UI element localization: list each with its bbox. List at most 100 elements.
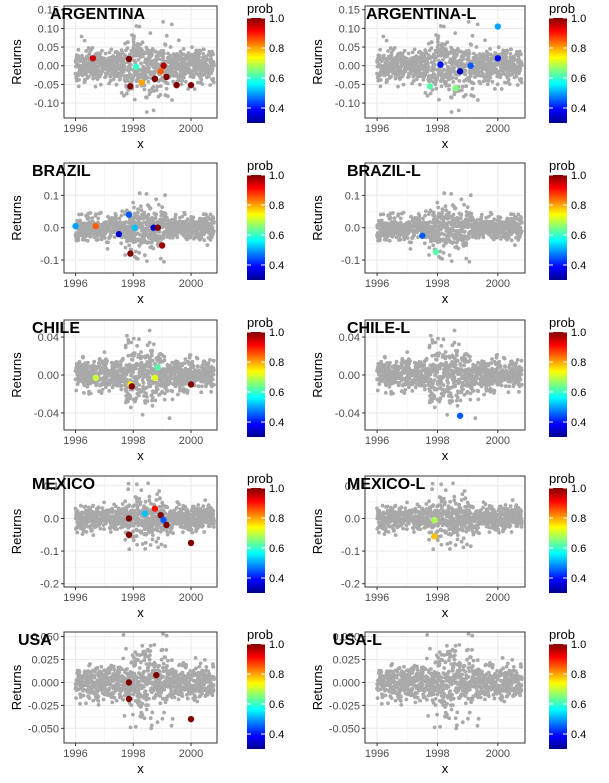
return-point: [208, 358, 212, 362]
return-point: [137, 337, 141, 341]
return-point: [452, 66, 456, 70]
return-point: [394, 77, 398, 81]
x-tick-label: 1998: [121, 278, 145, 290]
return-point: [427, 65, 431, 69]
colorbar-legend: prob1.00.80.60.4: [549, 158, 586, 280]
return-point: [455, 53, 459, 57]
return-point: [407, 52, 411, 56]
highlight-point: [72, 223, 78, 229]
highlight-point: [159, 242, 165, 248]
x-tick-label: 1996: [63, 123, 87, 135]
return-point: [493, 87, 497, 91]
colorbar-legend: prob1.00.80.60.4: [549, 1, 586, 123]
return-point: [156, 85, 160, 89]
return-point: [89, 392, 93, 396]
return-point: [445, 241, 449, 245]
legend-label: 0.6: [269, 387, 284, 399]
return-point: [151, 247, 155, 251]
return-point: [395, 360, 399, 364]
y-tick-label: -0.10: [34, 98, 59, 110]
return-point: [403, 49, 407, 53]
highlight-point: [433, 249, 439, 255]
return-point: [106, 241, 110, 245]
outlier-point: [132, 206, 136, 210]
return-point: [120, 384, 124, 388]
return-point: [145, 395, 149, 399]
return-point: [479, 216, 483, 220]
return-point: [500, 87, 504, 91]
return-point: [156, 57, 160, 61]
outlier-point: [138, 191, 142, 195]
return-point: [451, 80, 455, 84]
return-point: [212, 221, 216, 225]
return-point: [488, 76, 492, 80]
return-point: [104, 52, 108, 56]
return-point: [385, 39, 389, 43]
return-point: [399, 217, 403, 221]
legend-label: 0.4: [269, 260, 284, 272]
return-point: [384, 383, 388, 387]
panel-chile: -0.040.000.041996 1998 2000xReturnsCHILE pr…: [9, 315, 284, 463]
outlier-point: [452, 204, 456, 208]
return-point: [165, 87, 169, 91]
y-tick-label: 0.1: [44, 190, 59, 202]
return-point: [157, 203, 161, 207]
return-point: [120, 214, 124, 218]
return-point: [100, 49, 104, 53]
return-point: [413, 48, 417, 52]
return-point: [169, 45, 173, 49]
highlight-point: [127, 250, 133, 256]
return-point: [457, 247, 461, 251]
return-point: [379, 85, 383, 89]
colorbar-legend: prob1.00.80.60.4: [247, 315, 284, 437]
return-point: [207, 361, 211, 365]
y-tick-label: -0.1: [40, 255, 59, 267]
outlier-point: [168, 416, 172, 420]
return-point: [507, 78, 511, 82]
return-point: [209, 390, 213, 394]
return-point: [162, 355, 166, 359]
x-tick-label: 2000: [179, 123, 203, 135]
return-point: [139, 62, 143, 66]
return-point: [432, 73, 436, 77]
x-axis-title: x: [137, 448, 144, 463]
return-point: [510, 238, 514, 242]
y-axis-title: Returns: [310, 195, 325, 241]
return-point: [192, 216, 196, 220]
return-point: [200, 78, 204, 82]
return-point: [431, 243, 435, 247]
y-tick-label: 0.1: [345, 190, 360, 202]
return-point: [519, 77, 523, 81]
return-point: [461, 85, 465, 89]
return-point: [393, 46, 397, 50]
return-point: [137, 383, 141, 387]
y-tick-label: -0.10: [335, 98, 360, 110]
panel-title: BRAZIL: [32, 163, 91, 180]
y-tick-label: -0.04: [34, 408, 59, 420]
return-point: [80, 212, 84, 216]
highlight-point: [467, 63, 473, 69]
colorbar: [247, 18, 265, 123]
return-point: [499, 216, 503, 220]
return-point: [468, 52, 472, 56]
legend-label: 0.8: [269, 43, 284, 55]
outlier-point: [147, 204, 151, 208]
return-point: [100, 391, 104, 395]
return-point: [429, 92, 433, 96]
outlier-point: [440, 257, 444, 261]
outlier-point: [469, 93, 473, 97]
return-point: [150, 53, 154, 57]
return-point: [432, 211, 436, 215]
outlier-point: [131, 201, 135, 205]
return-point: [211, 67, 215, 71]
return-point: [99, 211, 103, 215]
return-point: [459, 212, 463, 216]
return-point: [173, 216, 177, 220]
return-point: [490, 212, 494, 216]
return-point: [101, 388, 105, 392]
outlier-point: [450, 110, 454, 114]
outlier-point: [163, 193, 167, 197]
return-point: [472, 82, 476, 86]
